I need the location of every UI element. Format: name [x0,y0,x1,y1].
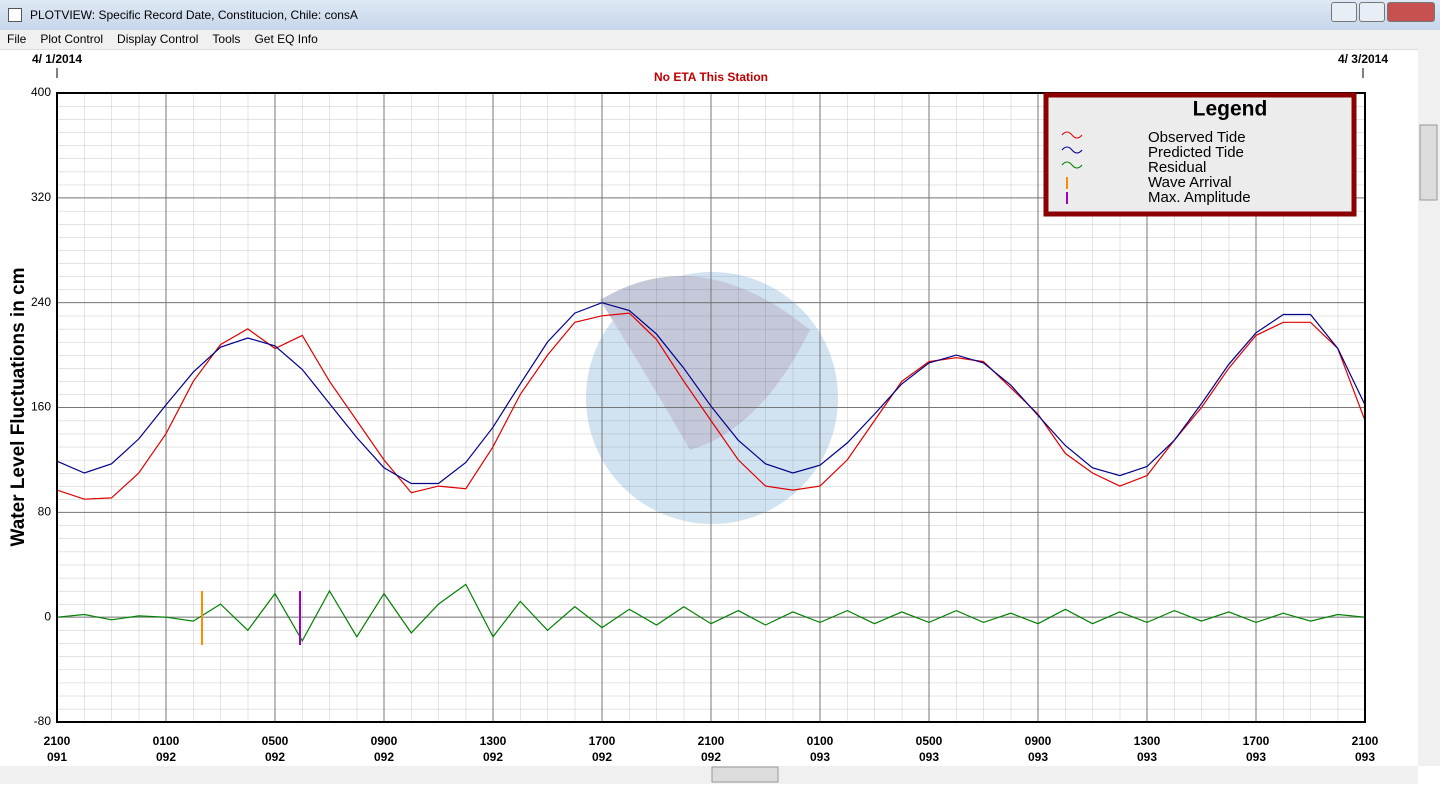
x-tick-day: 092 [592,750,612,764]
x-tick-day: 093 [1246,750,1266,764]
y-tick-label: 80 [38,505,52,519]
x-tick-label: 1300 [480,734,507,748]
x-tick-day: 093 [1355,750,1375,764]
menu-item[interactable]: File [7,32,27,46]
y-tick-label: 0 [44,609,51,623]
x-tick-label: 1700 [589,734,616,748]
legend-swatch [1061,146,1083,154]
start-date: 4/ 1/2014 [32,52,82,66]
x-tick-day: 091 [47,750,67,764]
legend-swatch [1061,161,1083,169]
menu-item[interactable]: Plot Control [40,32,104,46]
x-tick-day: 092 [156,750,176,764]
menu-item[interactable]: Get EQ Info [254,32,318,46]
horizontal-scrollbar[interactable] [0,766,1418,784]
minimize-button[interactable] [1331,2,1357,22]
x-tick-day: 092 [483,750,503,764]
menu-item[interactable]: Tools [212,32,241,46]
window-title: PLOTVIEW: Specific Record Date, Constitu… [30,8,358,22]
x-tick-label: 2100 [44,734,71,748]
close-button[interactable] [1387,2,1435,22]
legend-label: Predicted Tide [1148,144,1244,161]
menu-item[interactable]: Display Control [117,32,199,46]
x-tick-day: 093 [919,750,939,764]
x-tick-label: 1300 [1134,734,1161,748]
y-tick-label: 320 [31,190,51,204]
x-tick-day: 093 [810,750,830,764]
x-tick-label: 0900 [1025,734,1052,748]
watermark [586,272,838,524]
scroll-thumb[interactable] [1419,124,1438,201]
vertical-scrollbar[interactable] [1418,49,1440,766]
x-tick-label: 2100 [1352,734,1379,748]
series-line [56,312,1366,500]
maximize-button[interactable] [1359,2,1385,22]
app-icon [8,8,22,22]
menu-bar: File Plot Control Display Control Tools Get … [0,30,1440,50]
legend-box [1043,92,1357,217]
x-tick-label: 0100 [807,734,834,748]
x-tick-label: 2100 [698,734,725,748]
end-date: 4/ 3/2014 [1338,52,1388,66]
x-tick-day: 092 [701,750,721,764]
series-line [56,302,1366,485]
y-axis-title: Water Level Fluctuations in cm [8,267,29,546]
x-tick-day: 093 [1137,750,1157,764]
y-tick-label: 400 [31,85,51,99]
y-tick-label: 160 [31,400,51,414]
title-bar: PLOTVIEW: Specific Record Date, Constitu… [0,0,1440,30]
x-tick-label: 0900 [371,734,398,748]
legend-swatch [1061,131,1083,139]
series-line [56,583,1366,643]
legend-label: Max. Amplitude [1148,189,1251,206]
scroll-thumb[interactable] [711,766,779,783]
x-tick-label: 0100 [153,734,180,748]
x-tick-day: 092 [374,750,394,764]
subtitle: No ETA This Station [654,70,768,84]
x-tick-label: 0500 [916,734,943,748]
plot-frame [56,92,1366,723]
legend-label: Wave Arrival [1148,174,1232,191]
x-tick-label: 1700 [1243,734,1270,748]
x-tick-label: 0500 [262,734,289,748]
chart: 4/ 1/2014 4/ 3/2014 No ETA This Station … [0,49,1440,784]
legend-label: Residual [1148,159,1206,176]
y-tick-label: 240 [31,295,51,309]
x-tick-day: 093 [1028,750,1048,764]
x-tick-day: 092 [265,750,285,764]
legend-label: Observed Tide [1148,129,1246,146]
y-tick-label: -80 [34,714,52,728]
legend-title: Legend [1193,98,1268,121]
